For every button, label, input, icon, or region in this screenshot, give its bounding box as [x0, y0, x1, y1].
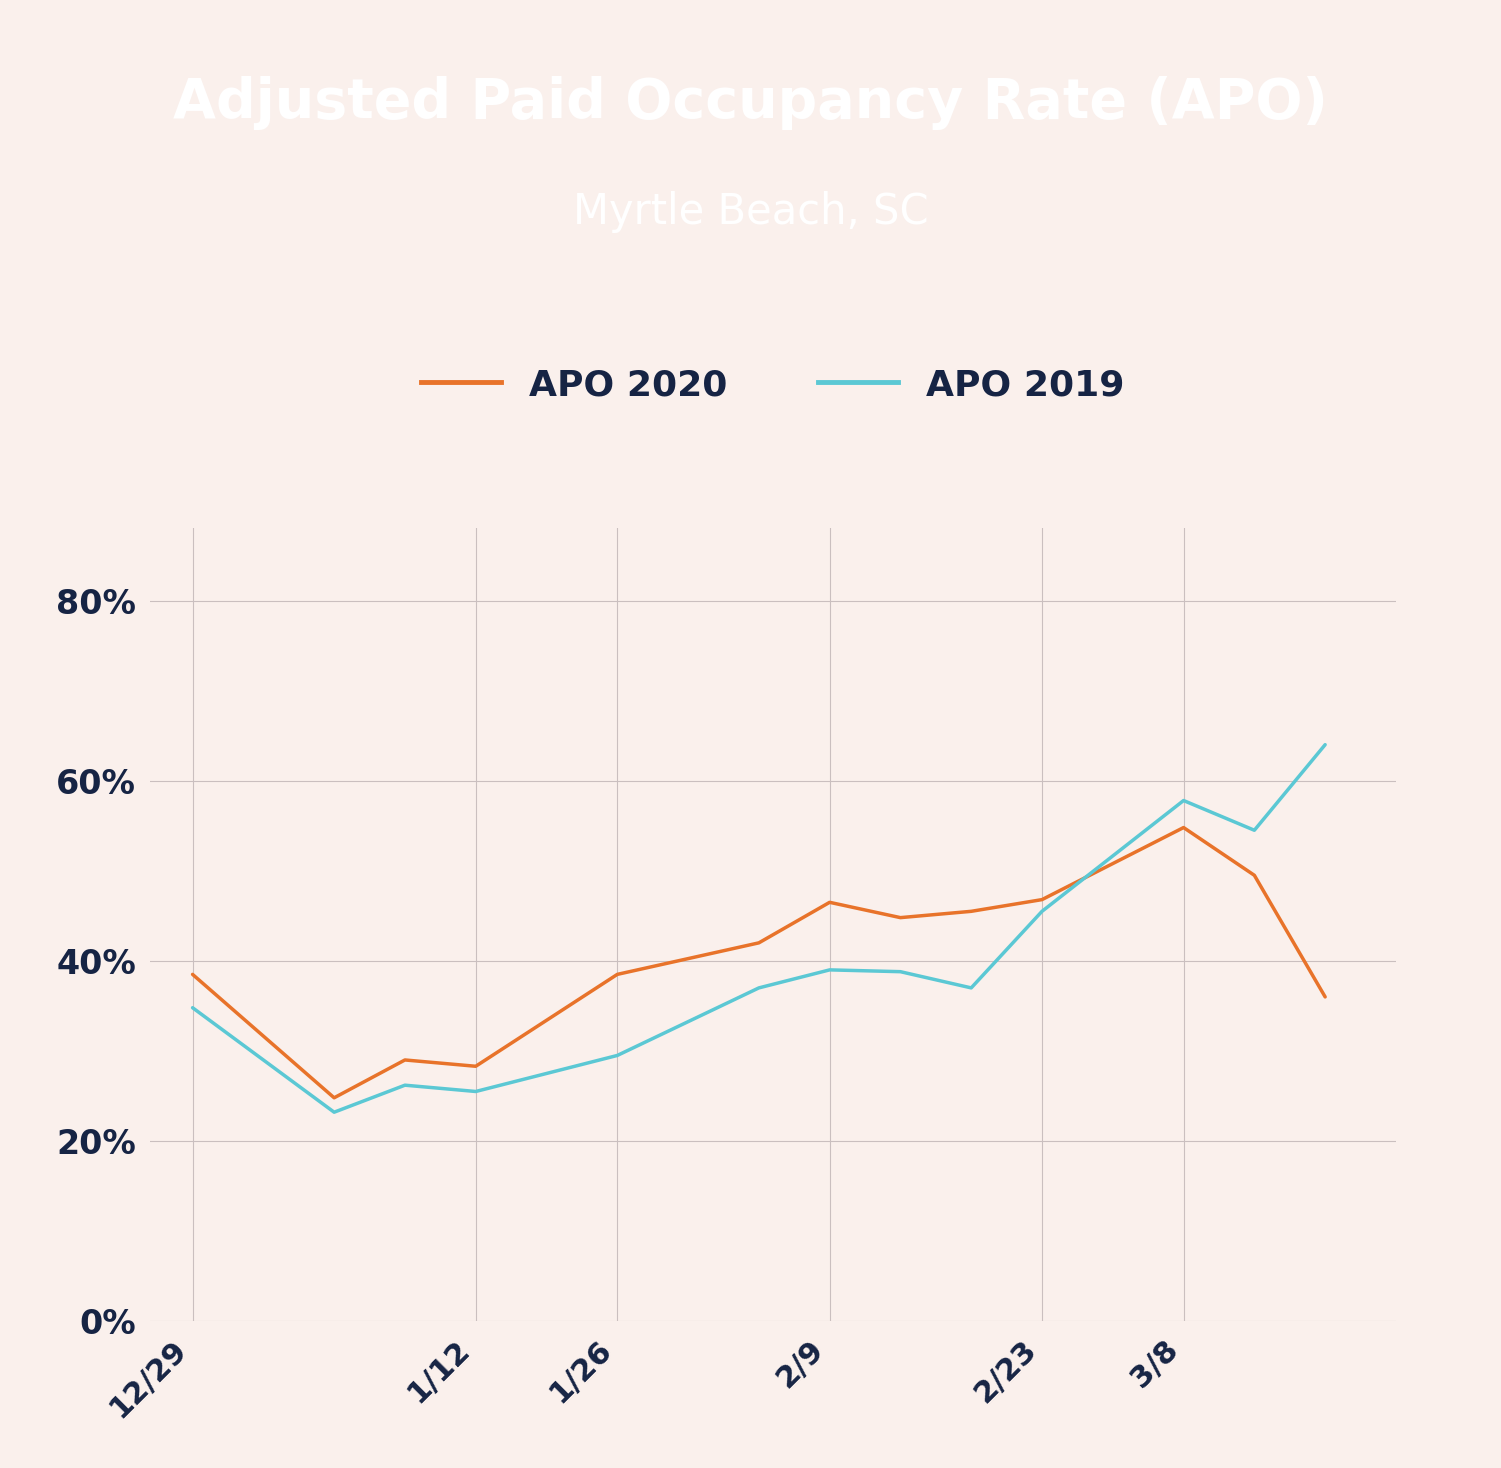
Text: Adjusted Paid Occupancy Rate (APO): Adjusted Paid Occupancy Rate (APO)	[173, 76, 1328, 131]
Text: Myrtle Beach, SC: Myrtle Beach, SC	[573, 191, 928, 233]
Legend: APO 2020, APO 2019: APO 2020, APO 2019	[407, 354, 1139, 417]
